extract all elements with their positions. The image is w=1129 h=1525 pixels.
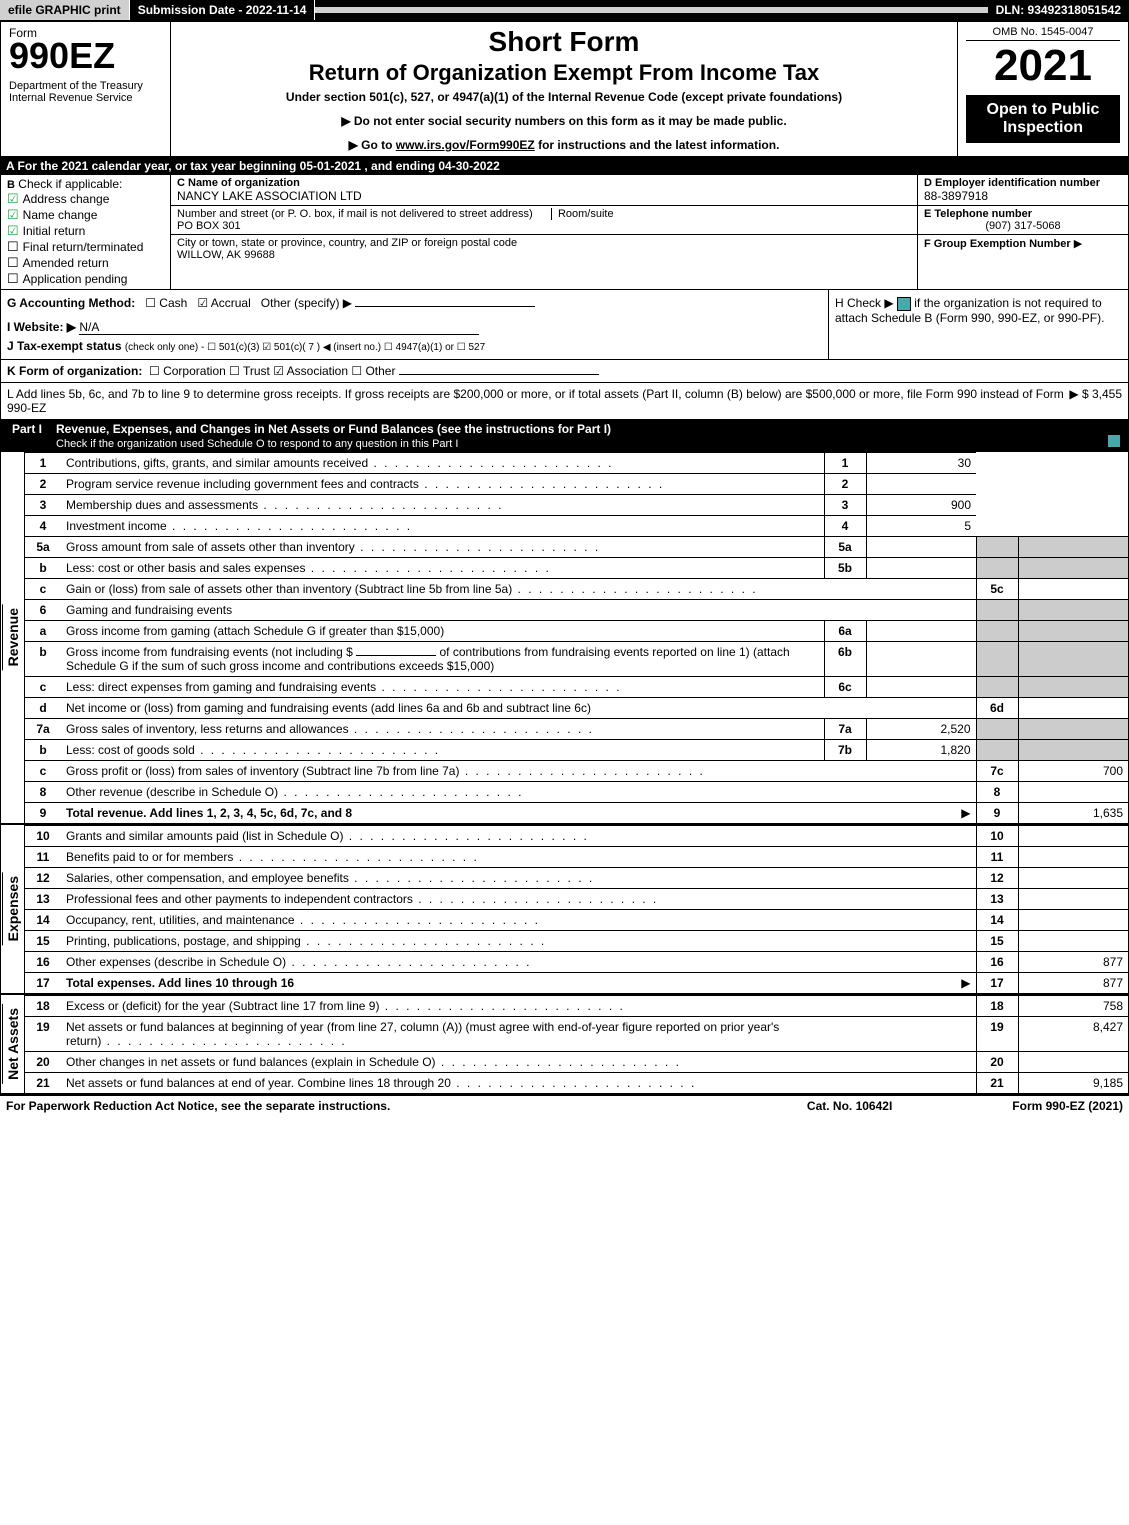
part-1-header: Part I Revenue, Expenses, and Changes in… [0, 420, 1129, 452]
chk-amended[interactable]: Amended return [7, 255, 164, 271]
h-pre: H Check ▶ [835, 296, 897, 310]
page-footer: For Paperwork Reduction Act Notice, see … [0, 1094, 1129, 1116]
chk-final-return[interactable]: Final return/terminated [7, 239, 164, 255]
efile-label: efile GRAPHIC print [0, 0, 129, 20]
goto-line: ▶ Go to www.irs.gov/Form990EZ for instru… [179, 138, 949, 152]
line-1: 1Contributions, gifts, grants, and simil… [25, 453, 1128, 474]
city: WILLOW, AK 99688 [177, 249, 911, 261]
part-1-tag: Part I [6, 422, 48, 450]
line-8: 8Other revenue (describe in Schedule O)8 [25, 782, 1128, 803]
line-16: 16Other expenses (describe in Schedule O… [25, 952, 1128, 973]
line-9: 9Total revenue. Add lines 1, 2, 3, 4, 5c… [25, 803, 1128, 824]
dept-label: Department of the Treasury Internal Reve… [9, 80, 162, 104]
revenue-section: Revenue 1Contributions, gifts, grants, a… [0, 452, 1129, 823]
net-assets-side-label: Net Assets [2, 1004, 23, 1084]
h-checkbox[interactable] [897, 297, 911, 311]
irs-link[interactable]: www.irs.gov/Form990EZ [396, 138, 535, 152]
under-section: Under section 501(c), 527, or 4947(a)(1)… [179, 90, 949, 104]
street-label: Number and street (or P. O. box, if mail… [177, 208, 533, 220]
city-label: City or town, state or province, country… [177, 237, 911, 249]
row-g-h: G Accounting Method: ☐ Cash ☑ Accrual Ot… [0, 290, 1129, 360]
line-5a: 5aGross amount from sale of assets other… [25, 537, 1128, 558]
part-1-title: Revenue, Expenses, and Changes in Net As… [56, 422, 611, 436]
chk-address-change[interactable]: Address change [7, 191, 164, 207]
footer-left: For Paperwork Reduction Act Notice, see … [6, 1099, 807, 1113]
d-label: D Employer identification number [924, 177, 1122, 189]
row-l: L Add lines 5b, 6c, and 7b to line 9 to … [0, 383, 1129, 420]
form-header: Form 990EZ Department of the Treasury In… [0, 22, 1129, 157]
form-number: 990EZ [9, 40, 162, 72]
ein: 88-3897918 [924, 189, 1122, 203]
expenses-table: 10Grants and similar amounts paid (list … [25, 825, 1128, 993]
short-form-title: Short Form [179, 26, 949, 58]
chk-name-change[interactable]: Name change [7, 207, 164, 223]
entity-block: B Check if applicable: Address change Na… [0, 175, 1129, 290]
dln-label: DLN: 93492318051542 [988, 0, 1129, 20]
row-k: K Form of organization: ☐ Corporation ☐ … [0, 360, 1129, 383]
line-21: 21Net assets or fund balances at end of … [25, 1073, 1128, 1094]
net-assets-section: Net Assets 18Excess or (deficit) for the… [0, 993, 1129, 1094]
part-1-sub: Check if the organization used Schedule … [56, 438, 458, 450]
chk-pending[interactable]: Application pending [7, 271, 164, 287]
footer-right: Form 990-EZ (2021) [1012, 1099, 1123, 1113]
line-7b: bLess: cost of goods sold7b1,820 [25, 740, 1128, 761]
expenses-section: Expenses 10Grants and similar amounts pa… [0, 823, 1129, 993]
part-1-checkbox[interactable] [1107, 434, 1121, 448]
net-assets-table: 18Excess or (deficit) for the year (Subt… [25, 995, 1128, 1093]
g-label: G Accounting Method: [7, 296, 135, 310]
tax-year: 2021 [966, 41, 1120, 91]
website: N/A [79, 320, 479, 335]
line-13: 13Professional fees and other payments t… [25, 889, 1128, 910]
telephone: (907) 317-5068 [924, 220, 1122, 232]
line-6: 6Gaming and fundraising events [25, 600, 1128, 621]
top-bar: efile GRAPHIC print Submission Date - 20… [0, 0, 1129, 22]
k-label: K Form of organization: [7, 364, 142, 378]
l-text: L Add lines 5b, 6c, and 7b to line 9 to … [7, 387, 1069, 415]
line-3: 3Membership dues and assessments3900 [25, 495, 1128, 516]
line-18: 18Excess or (deficit) for the year (Subt… [25, 996, 1128, 1017]
submission-date: Submission Date - 2022-11-14 [129, 0, 316, 20]
room-label: Room/suite [551, 208, 614, 220]
c-label: C Name of organization [177, 177, 911, 189]
line-7a: 7aGross sales of inventory, less returns… [25, 719, 1128, 740]
row-a: A For the 2021 calendar year, or tax yea… [0, 157, 1129, 175]
e-label: E Telephone number [924, 208, 1122, 220]
j-options: (check only one) - ☐ 501(c)(3) ☑ 501(c)(… [125, 342, 485, 353]
revenue-side-label: Revenue [2, 604, 23, 670]
chk-initial-return[interactable]: Initial return [7, 223, 164, 239]
line-5b: bLess: cost or other basis and sales exp… [25, 558, 1128, 579]
street: PO BOX 301 [177, 220, 911, 232]
f-label: F Group Exemption Number [924, 238, 1071, 250]
revenue-table: 1Contributions, gifts, grants, and simil… [25, 452, 1128, 823]
line-14: 14Occupancy, rent, utilities, and mainte… [25, 910, 1128, 931]
return-title: Return of Organization Exempt From Incom… [179, 60, 949, 86]
line-10: 10Grants and similar amounts paid (list … [25, 826, 1128, 847]
line-20: 20Other changes in net assets or fund ba… [25, 1052, 1128, 1073]
i-label: I Website: ▶ [7, 320, 76, 334]
line-19: 19Net assets or fund balances at beginni… [25, 1017, 1128, 1052]
line-5c: cGain or (loss) from sale of assets othe… [25, 579, 1128, 600]
line-4: 4Investment income45 [25, 516, 1128, 537]
k-options: ☐ Corporation ☐ Trust ☑ Association ☐ Ot… [149, 364, 395, 378]
line-15: 15Printing, publications, postage, and s… [25, 931, 1128, 952]
line-7c: cGross profit or (loss) from sales of in… [25, 761, 1128, 782]
b-label: B [7, 179, 15, 191]
l-amount: ▶ $ 3,455 [1069, 387, 1122, 415]
footer-mid: Cat. No. 10642I [807, 1099, 892, 1113]
f-arrow: ▶ [1074, 238, 1082, 250]
line-11: 11Benefits paid to or for members11 [25, 847, 1128, 868]
line-6d: dNet income or (loss) from gaming and fu… [25, 698, 1128, 719]
j-label: J Tax-exempt status [7, 339, 122, 353]
open-to-public: Open to Public Inspection [966, 95, 1120, 143]
line-6a: aGross income from gaming (attach Schedu… [25, 621, 1128, 642]
line-12: 12Salaries, other compensation, and empl… [25, 868, 1128, 889]
line-6b: bGross income from fundraising events (n… [25, 642, 1128, 677]
warning-line: ▶ Do not enter social security numbers o… [179, 114, 949, 128]
line-2: 2Program service revenue including gover… [25, 474, 1128, 495]
org-name: NANCY LAKE ASSOCIATION LTD [177, 189, 911, 203]
expenses-side-label: Expenses [2, 872, 23, 945]
omb-number: OMB No. 1545-0047 [966, 26, 1120, 41]
line-6c: cLess: direct expenses from gaming and f… [25, 677, 1128, 698]
line-17: 17Total expenses. Add lines 10 through 1… [25, 973, 1128, 994]
